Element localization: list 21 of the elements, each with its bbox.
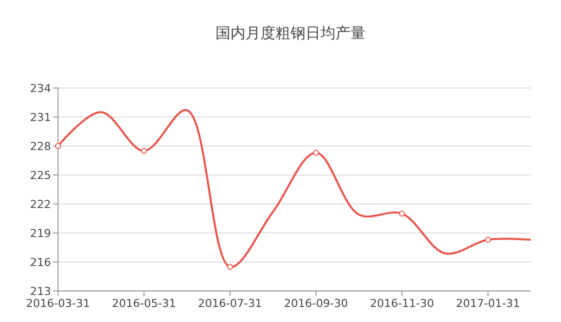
y-tick-label: 225 <box>30 168 51 182</box>
y-tick-label: 213 <box>30 284 51 298</box>
y-tick-label: 216 <box>30 256 51 269</box>
point <box>141 148 147 154</box>
y-tick-label: 219 <box>30 226 51 240</box>
y-tick-label: 222 <box>30 198 51 211</box>
y-tick-label: 231 <box>30 110 51 124</box>
point <box>227 264 233 270</box>
x-tick-label: 2016-09-30 <box>284 297 348 310</box>
x-tick-label: 2016-11-30 <box>370 297 434 310</box>
chart-title: 国内月度粗钢日均产量 <box>216 24 366 42</box>
point <box>313 150 319 156</box>
x-tick-label: 2016-05-31 <box>112 297 176 310</box>
point <box>55 143 61 149</box>
x-tick-label: 2016-03-31 <box>26 297 90 310</box>
x-tick-label: 2017-01-31 <box>456 297 520 310</box>
y-tick-label: 234 <box>30 82 51 95</box>
point <box>485 236 491 243</box>
point <box>399 210 405 217</box>
x-tick-label: 2016-07-31 <box>198 297 262 310</box>
y-tick-label: 228 <box>30 140 51 153</box>
